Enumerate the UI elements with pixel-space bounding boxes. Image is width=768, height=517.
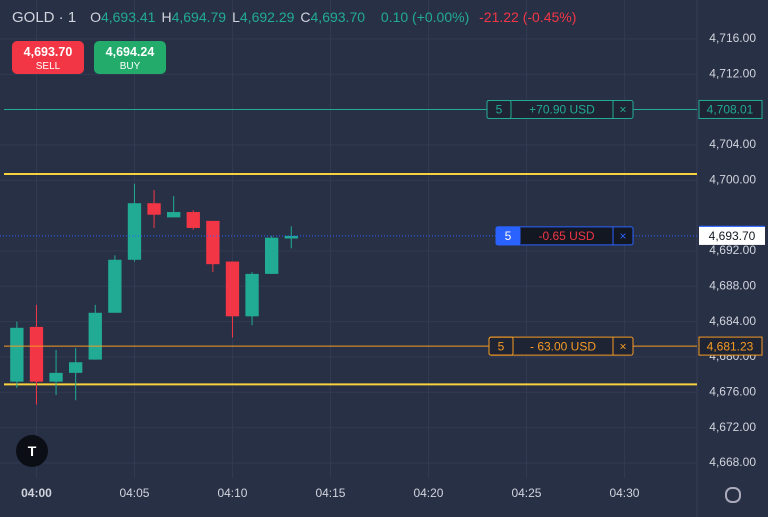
y-tick-label: 4,684.00	[709, 314, 756, 328]
sell-label: SELL	[35, 61, 61, 72]
x-tick-label: 04:10	[217, 486, 247, 500]
change: 0.10 (+0.00%)	[380, 9, 470, 25]
candle-body	[284, 235, 298, 239]
x-tick-label: 04:20	[413, 486, 443, 500]
ohlc-key: C	[300, 9, 311, 25]
header: GOLD · 1 O4,693.41 H4,694.79 L4,692.29 C4,6…	[12, 9, 576, 26]
x-tick-label: 04:30	[609, 486, 639, 500]
ohlc-key: H	[161, 9, 172, 25]
sell-price: 4,693.70	[23, 45, 73, 59]
candle-body	[68, 362, 83, 373]
candle-body	[147, 203, 161, 215]
x-tick-label: 04:05	[119, 486, 149, 500]
logo: T	[16, 435, 48, 467]
last-price-box	[699, 226, 765, 245]
ohlc: O4,693.41 H4,694.79 L4,692.29 C4,693.70	[90, 9, 371, 25]
ohlc-value: 4,692.29	[239, 9, 295, 25]
ohlc-value: 4,693.41	[100, 9, 156, 25]
order-qty-box	[495, 226, 521, 246]
order-label[interactable]: 5 -0.65 USD ×	[495, 226, 634, 246]
order-price-label: 4,681.23	[707, 339, 754, 353]
candle-body	[10, 327, 24, 382]
buy-price: 4,694.24	[105, 45, 155, 59]
ohlc-key: L	[232, 9, 240, 25]
y-tick-label: 4,668.00	[709, 455, 756, 469]
order-qty: 5	[498, 339, 505, 353]
candle-body	[206, 220, 220, 265]
candle-body	[265, 237, 279, 274]
symbol: GOLD · 1	[12, 9, 77, 26]
x-tick-label: 04:00	[21, 486, 52, 500]
order-price-box	[698, 99, 763, 119]
y-tick-label: 4,704.00	[709, 137, 756, 151]
buy-label: BUY	[119, 61, 141, 72]
buy-button[interactable]: 4,694.24 BUY	[94, 41, 166, 74]
y-tick-label: 4,712.00	[709, 66, 756, 80]
order-pnl: +70.90 USD	[529, 103, 595, 117]
order-qty-box	[486, 99, 512, 119]
order-close: ×	[619, 229, 626, 243]
y-tick-label: 4,672.00	[709, 420, 756, 434]
candle-body	[166, 212, 181, 218]
candle-body	[29, 326, 44, 382]
candle-body	[49, 372, 63, 382]
order-close: ×	[619, 339, 626, 353]
y-tick-label: 4,676.00	[709, 384, 756, 398]
order-qty: 5	[505, 229, 512, 243]
candle-body	[88, 312, 102, 360]
day-change: -21.22 (-0.45%)	[479, 9, 577, 25]
order-label[interactable]: 5 +70.90 USD ×	[486, 99, 634, 119]
candle-body	[186, 212, 200, 228]
candle-body	[245, 273, 259, 317]
candle-body	[108, 259, 122, 313]
y-tick-label: 4,700.00	[709, 172, 756, 186]
order-price-label: 4,708.01	[707, 103, 754, 117]
order-qty-box	[488, 336, 514, 356]
order-pnl: - 63.00 USD	[530, 339, 596, 353]
y-tick-label: 4,692.00	[709, 243, 756, 257]
x-tick-label: 04:25	[511, 486, 541, 500]
y-tick-label: 4,716.00	[709, 31, 756, 45]
y-tick-label: 4,688.00	[709, 278, 756, 292]
sell-button[interactable]: 4,693.70 SELL	[12, 41, 84, 74]
settings-icon[interactable]	[725, 487, 741, 503]
ohlc-value: 4,693.70	[310, 9, 366, 25]
order-qty: 5	[496, 103, 503, 117]
candle-body	[127, 203, 142, 260]
x-tick-label: 04:15	[315, 486, 345, 500]
order-label[interactable]: 5 - 63.00 USD ×	[488, 336, 634, 356]
ohlc-value: 4,694.79	[171, 9, 227, 25]
order-pnl: -0.65 USD	[538, 229, 594, 243]
last-price-label: 4,693.70	[709, 229, 756, 243]
order-price-box	[698, 336, 763, 356]
ohlc-key: O	[90, 9, 101, 25]
candle-body	[225, 261, 240, 317]
order-close: ×	[619, 103, 626, 117]
